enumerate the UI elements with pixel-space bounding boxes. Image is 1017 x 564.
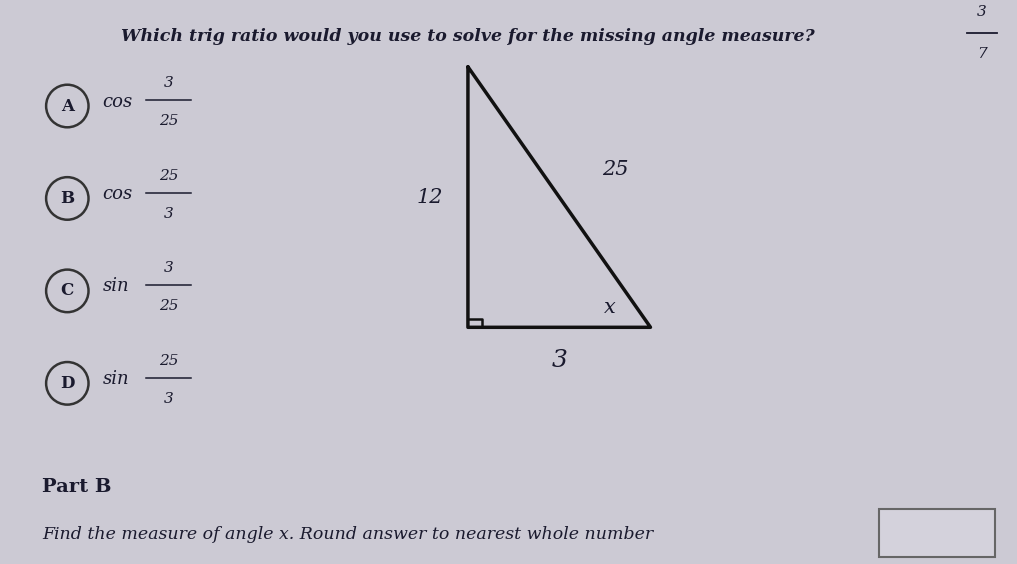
- Text: 25: 25: [159, 114, 178, 129]
- Text: 12: 12: [416, 188, 442, 206]
- Text: sin: sin: [103, 370, 129, 388]
- Text: cos: cos: [103, 185, 133, 203]
- Text: Part B: Part B: [42, 478, 112, 496]
- Text: 3: 3: [977, 5, 988, 19]
- Text: sin: sin: [103, 277, 129, 296]
- Text: 3: 3: [551, 350, 567, 372]
- Text: 3: 3: [164, 261, 174, 275]
- Text: 7: 7: [977, 47, 988, 61]
- Text: B: B: [60, 190, 74, 207]
- Text: 3: 3: [164, 392, 174, 406]
- Text: A: A: [61, 98, 74, 114]
- Text: Find the measure of angle x. Round answer to nearest whole number: Find the measure of angle x. Round answe…: [42, 526, 653, 543]
- Text: x: x: [604, 298, 616, 317]
- Text: 3: 3: [164, 207, 174, 221]
- Text: 25: 25: [159, 169, 178, 183]
- FancyBboxPatch shape: [879, 509, 996, 557]
- Text: D: D: [60, 375, 74, 392]
- Text: C: C: [61, 283, 74, 299]
- Text: 25: 25: [159, 354, 178, 368]
- Text: 25: 25: [159, 299, 178, 313]
- Text: 3: 3: [164, 76, 174, 90]
- Text: Which trig ratio would you use to solve for the missing angle measure?: Which trig ratio would you use to solve …: [121, 28, 815, 45]
- Text: cos: cos: [103, 92, 133, 111]
- Text: 25: 25: [602, 160, 629, 179]
